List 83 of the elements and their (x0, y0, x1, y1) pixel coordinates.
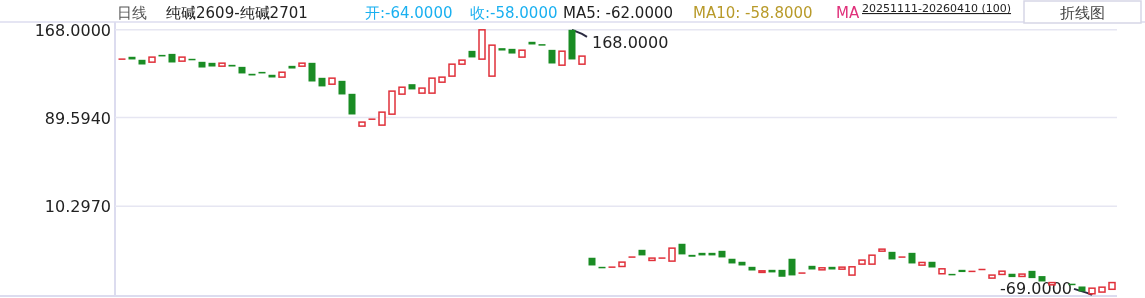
candlestick (618, 261, 626, 268)
candlestick (208, 62, 216, 67)
candlestick (788, 258, 796, 276)
candlestick (278, 71, 286, 78)
candlestick (468, 50, 476, 58)
candlestick (178, 56, 186, 62)
candlestick (358, 121, 366, 127)
candlestick (298, 62, 306, 67)
annotation: 168.0000 (592, 32, 669, 52)
candlestick (548, 49, 556, 64)
candlestick (638, 249, 646, 256)
marker-label: -69.0000 (1000, 278, 1093, 298)
candlestick (648, 257, 656, 262)
candlestick (938, 268, 946, 275)
candlestick (758, 270, 766, 274)
text: MA10: -58.8000 (693, 4, 813, 22)
candlestick (748, 266, 756, 271)
candlestick (328, 77, 336, 85)
text: 收:-58.0000 (470, 4, 558, 22)
button: 折线图 (1023, 0, 1142, 24)
candlestick (578, 55, 586, 65)
candlestick (568, 29, 576, 60)
candlestick (488, 44, 496, 77)
candlestick (1108, 281, 1116, 291)
candlestick (228, 64, 236, 67)
y-tick-label: 89.5940 (44, 108, 111, 128)
candlestick (348, 93, 356, 115)
candlestick (558, 50, 566, 66)
candlestick (238, 66, 246, 74)
candlestick (1018, 273, 1026, 278)
text: MA (836, 4, 860, 22)
candlestick (338, 80, 346, 95)
y-tick-label: 168.0000 (34, 20, 111, 40)
candlestick (838, 266, 846, 270)
candlestick (448, 63, 456, 77)
candlestick (308, 62, 316, 82)
candlestick (418, 87, 426, 94)
text: 开:-64.0000 (365, 4, 453, 22)
candlestick (1008, 273, 1016, 278)
candlestick (408, 84, 416, 90)
candlestick (878, 248, 886, 252)
candlestick (1048, 281, 1056, 286)
candlestick (918, 261, 926, 266)
text: 20251111-20260410 (100) (862, 2, 1012, 15)
candlestick (888, 251, 896, 260)
candlestick (848, 266, 856, 276)
candlestick (998, 270, 1006, 276)
candlestick (668, 247, 676, 262)
candlestick (438, 76, 446, 83)
annotation: -69.0000 (1000, 278, 1072, 298)
candlestick (678, 243, 686, 255)
candlestick (478, 29, 486, 60)
candlestick (288, 65, 296, 69)
candlestick (908, 252, 916, 264)
candlestick (858, 259, 866, 265)
candlestick (588, 257, 596, 266)
candlestick (1028, 270, 1036, 279)
chart-title: 日线 (117, 4, 147, 22)
candlestick (508, 48, 516, 54)
candlestick (498, 48, 506, 51)
candlestick (818, 267, 826, 271)
candlestick (988, 274, 996, 279)
candlestick (168, 53, 176, 63)
candlestick (428, 77, 436, 94)
candlestick (318, 77, 326, 87)
candlestick (718, 250, 726, 258)
y-tick-label: 10.2970 (44, 197, 111, 217)
candlestick (1038, 276, 1046, 282)
candlestick (198, 61, 206, 68)
candlestick (1098, 286, 1106, 293)
text: MA5: -62.0000 (563, 4, 674, 22)
candlestick (148, 56, 156, 63)
candlestick (688, 254, 696, 257)
candlestick (458, 59, 466, 65)
candlestick (1078, 286, 1086, 292)
candlestick (218, 62, 226, 67)
candlestick (868, 254, 876, 265)
candlestick (388, 90, 396, 115)
candlestick (778, 269, 786, 277)
candlestick (378, 111, 386, 126)
candlestick (398, 86, 406, 95)
candlestick (518, 49, 526, 58)
chart-subtitle: 纯碱2609-纯碱2701 (166, 4, 308, 22)
